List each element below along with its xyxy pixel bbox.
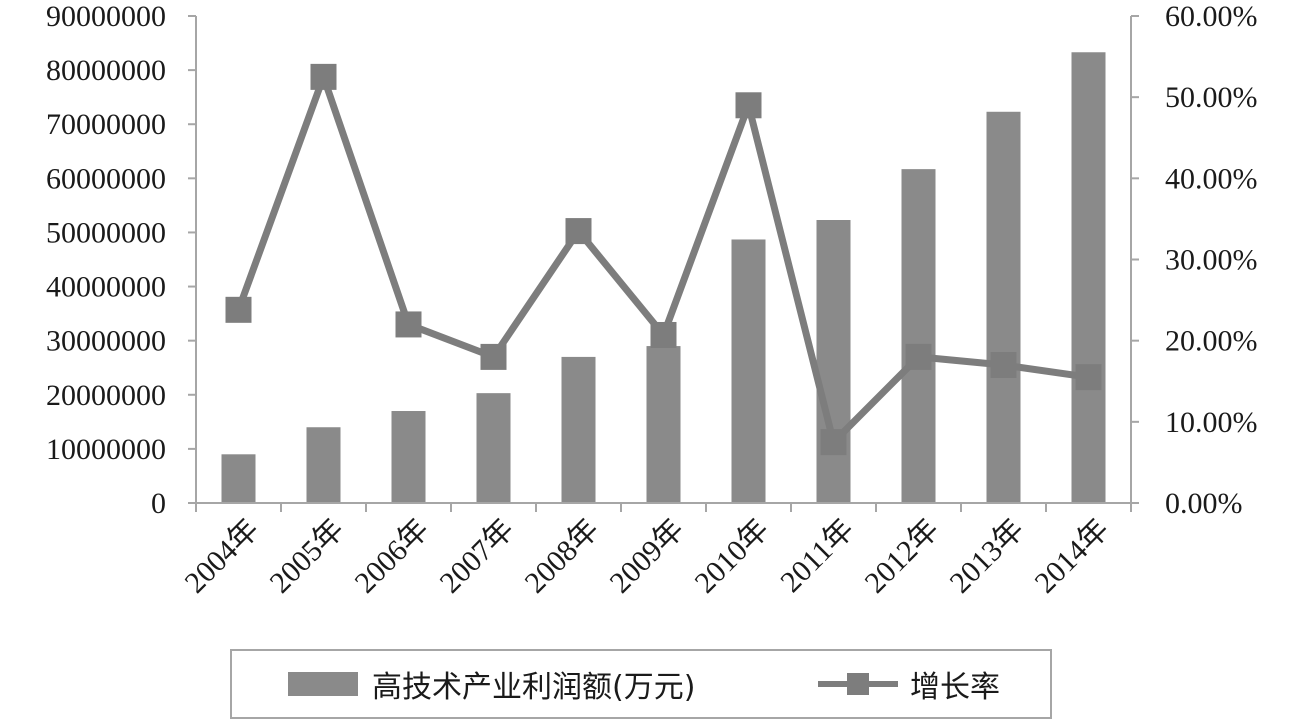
bar-2006年 — [391, 411, 426, 503]
bar-series — [221, 52, 1106, 503]
bar-2011年 — [816, 219, 851, 503]
legend-box — [230, 649, 1052, 719]
marker-2008年 — [565, 218, 592, 245]
x-tick-label: 2010年 — [688, 513, 775, 600]
left-tick-label: 90000000 — [46, 0, 166, 33]
right-tick-label: 50.00% — [1165, 81, 1258, 114]
marker-2004年 — [225, 296, 252, 323]
legend: 高技术产业利润额(万元) 增长率 — [230, 649, 1052, 719]
right-tick-label: 40.00% — [1165, 162, 1258, 195]
left-tick-label: 80000000 — [46, 54, 166, 87]
marker-2005年 — [310, 63, 337, 90]
left-axis-ticks: 0 10000000 20000000 30000000 40000000 5000000… — [46, 0, 196, 520]
bar-2010年 — [731, 239, 766, 503]
x-tick-label: 2006年 — [348, 513, 435, 600]
x-tick-label: 2012年 — [858, 513, 945, 600]
x-axis-ticks: 2004年2005年2006年2007年2008年2009年2010年2011年… — [178, 503, 1132, 600]
right-tick-label: 60.00% — [1165, 0, 1258, 33]
x-tick-label: 2004年 — [178, 513, 265, 600]
bar-2012年 — [901, 169, 936, 503]
right-tick-label: 20.00% — [1165, 325, 1258, 358]
marker-2007年 — [480, 343, 507, 370]
right-axis-ticks: 0.00% 10.00% 20.00% 30.00% 40.00% 50.00% 60.00… — [1131, 0, 1258, 520]
left-tick-label: 10000000 — [46, 433, 166, 466]
x-tick-label: 2008年 — [518, 513, 605, 600]
left-tick-label: 50000000 — [46, 216, 166, 249]
x-tick-label: 2007年 — [433, 513, 520, 600]
bar-2013年 — [986, 111, 1021, 503]
left-tick-label: 70000000 — [46, 108, 166, 141]
legend-bar-label: 高技术产业利润额(万元) — [372, 670, 695, 705]
legend-marker-swatch — [847, 673, 869, 695]
bar-2009年 — [646, 346, 681, 503]
bar-2007年 — [476, 393, 511, 503]
left-tick-label: 40000000 — [46, 271, 166, 304]
right-tick-label: 10.00% — [1165, 406, 1258, 439]
bar-2008年 — [561, 356, 596, 503]
x-tick-label: 2013年 — [943, 513, 1030, 600]
left-tick-label: 30000000 — [46, 325, 166, 358]
x-tick-label: 2009年 — [603, 513, 690, 600]
x-tick-label: 2011年 — [774, 513, 860, 599]
marker-2011年 — [820, 429, 847, 456]
marker-2009年 — [650, 321, 677, 348]
legend-line-label: 增长率 — [910, 670, 1000, 705]
marker-2010年 — [735, 92, 762, 119]
marker-2012年 — [905, 343, 932, 370]
left-tick-label: 60000000 — [46, 162, 166, 195]
right-tick-label: 30.00% — [1165, 244, 1258, 277]
marker-2006年 — [395, 311, 422, 338]
bar-2004年 — [221, 454, 256, 503]
legend-bar-swatch — [288, 672, 358, 696]
left-tick-label: 0 — [151, 487, 166, 520]
x-tick-label: 2014年 — [1028, 513, 1115, 600]
growth-markers — [225, 63, 1102, 456]
bar-2005年 — [306, 427, 341, 503]
x-tick-label: 2005年 — [263, 513, 350, 600]
right-tick-label: 0.00% — [1165, 487, 1243, 520]
bar-2014年 — [1071, 52, 1106, 503]
marker-2014年 — [1075, 364, 1102, 391]
marker-2013年 — [990, 352, 1017, 379]
left-tick-label: 20000000 — [46, 379, 166, 412]
